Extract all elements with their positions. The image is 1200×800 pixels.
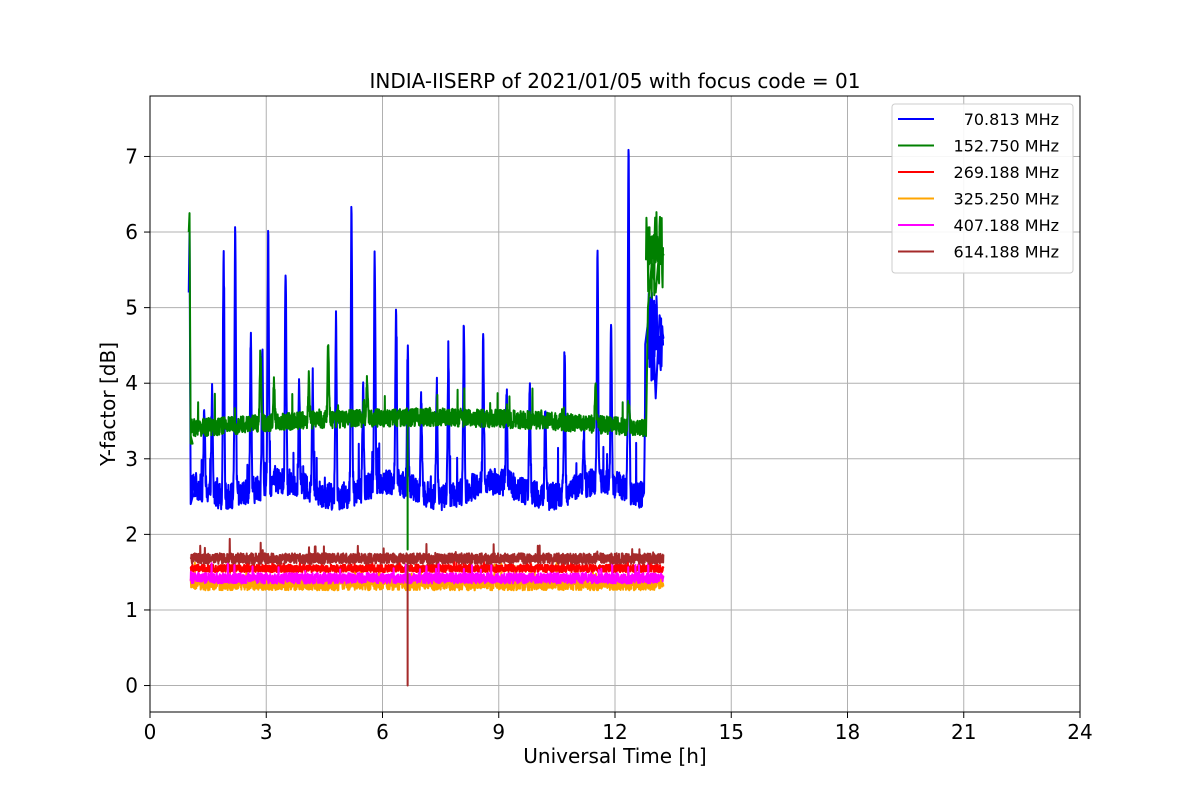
legend-box bbox=[891, 103, 1074, 274]
legend-entry: 614.188 MHz bbox=[954, 243, 1059, 262]
y-tick-label: 7 bbox=[125, 144, 138, 168]
x-tick-label: 9 bbox=[492, 720, 505, 744]
legend-entry: 70.813 MHz bbox=[964, 110, 1059, 129]
y-tick-label: 5 bbox=[125, 296, 138, 320]
legend-entry: 269.188 MHz bbox=[954, 163, 1059, 182]
y-tick-label: 6 bbox=[125, 220, 138, 244]
y-tick-label: 4 bbox=[125, 371, 138, 395]
legend-entry: 152.750 MHz bbox=[954, 137, 1059, 156]
x-tick-label: 12 bbox=[602, 720, 627, 744]
legend: 70.813 MHz 152.750 MHz 269.188 MHz 325.250 … bbox=[891, 103, 1074, 274]
legend-entry: 325.250 MHz bbox=[954, 190, 1059, 209]
chart-title: INDIA-IISERP of 2021/01/05 with focus co… bbox=[370, 69, 861, 93]
y-axis-ticks: 0 1 2 3 4 5 6 7 bbox=[125, 144, 150, 698]
x-axis-ticks: 0 3 6 9 12 15 18 21 24 bbox=[144, 712, 1093, 744]
y-tick-label: 0 bbox=[125, 674, 138, 698]
x-tick-label: 0 bbox=[144, 720, 157, 744]
y-tick-label: 3 bbox=[125, 447, 138, 471]
x-tick-label: 6 bbox=[376, 720, 389, 744]
y-axis-label: Y-factor [dB] bbox=[96, 342, 120, 467]
series-line-5 bbox=[189, 537, 665, 687]
x-tick-label: 24 bbox=[1067, 720, 1092, 744]
series-line-1 bbox=[187, 211, 665, 551]
x-tick-label: 18 bbox=[835, 720, 860, 744]
series-line-4 bbox=[189, 557, 665, 585]
y-tick-label: 2 bbox=[125, 522, 138, 546]
x-tick-label: 15 bbox=[719, 720, 744, 744]
x-tick-label: 3 bbox=[260, 720, 273, 744]
series-line-0 bbox=[187, 148, 665, 512]
y-tick-label: 1 bbox=[125, 598, 138, 622]
legend-entry: 407.188 MHz bbox=[954, 216, 1059, 235]
series-layer bbox=[187, 148, 665, 687]
x-tick-label: 21 bbox=[951, 720, 976, 744]
x-axis-label: Universal Time [h] bbox=[523, 744, 706, 768]
